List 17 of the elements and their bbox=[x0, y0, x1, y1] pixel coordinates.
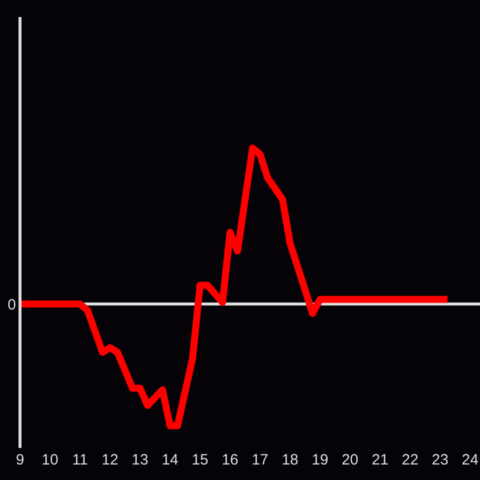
x-tick-label: 13 bbox=[132, 452, 148, 469]
x-tick-label: 12 bbox=[102, 452, 118, 469]
x-tick-label: 24 bbox=[462, 452, 478, 469]
x-tick-label: 17 bbox=[252, 452, 268, 469]
x-tick-label: 18 bbox=[282, 452, 298, 469]
x-tick-label: 9 bbox=[16, 452, 24, 469]
x-tick-label: 23 bbox=[432, 452, 448, 469]
x-tick-label: 15 bbox=[192, 452, 208, 469]
x-tick-label: 22 bbox=[402, 452, 418, 469]
ref-line-label: 0 bbox=[8, 296, 16, 314]
x-tick-label: 10 bbox=[42, 452, 58, 469]
x-tick-label: 20 bbox=[342, 452, 358, 469]
x-tick-label: 19 bbox=[312, 452, 328, 469]
x-tick-label: 21 bbox=[372, 452, 388, 469]
x-tick-label: 14 bbox=[162, 452, 178, 469]
x-tick-label: 11 bbox=[72, 452, 88, 469]
x-tick-label: 16 bbox=[222, 452, 238, 469]
